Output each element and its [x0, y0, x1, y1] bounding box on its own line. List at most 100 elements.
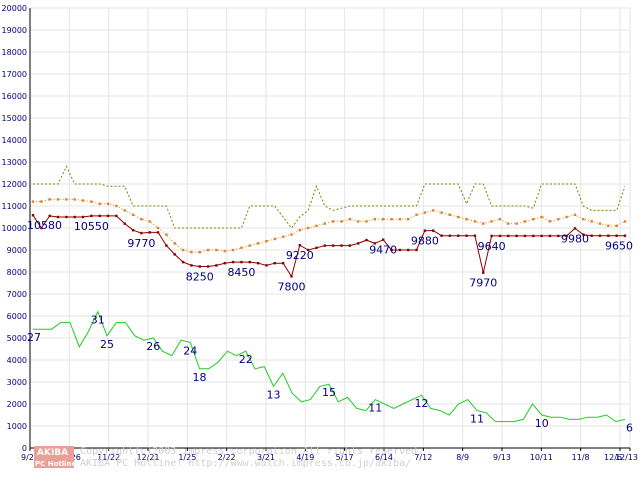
- x-tick-label: 9/13: [493, 453, 511, 462]
- logo-top-text: AKIBA: [37, 448, 68, 458]
- data-label: 25: [100, 338, 114, 351]
- series-0-point: [31, 214, 35, 217]
- series-0-point: [598, 234, 602, 237]
- data-label: 24: [183, 344, 197, 357]
- series-0-point: [298, 243, 302, 247]
- series-0-point: [532, 234, 535, 238]
- x-tick-label: 6/14: [375, 453, 393, 462]
- series-1-point: [315, 224, 318, 227]
- series-0-point: [273, 262, 277, 265]
- series-1-point: [73, 198, 76, 201]
- series-1-point: [548, 220, 552, 223]
- series-0-point: [615, 234, 618, 237]
- y-tick-label: 11000: [2, 202, 27, 211]
- series-0-point: [440, 234, 443, 237]
- series-0-point: [256, 262, 260, 265]
- series-1-point: [465, 218, 468, 221]
- x-tick-label: 1/25: [178, 453, 196, 462]
- data-label: 7970: [469, 277, 497, 290]
- series-1-point: [515, 222, 518, 225]
- series-0-point: [407, 248, 410, 252]
- series-1-point: [248, 244, 251, 247]
- series-1-point: [31, 200, 35, 203]
- series-0-point: [215, 264, 218, 267]
- series-0-point: [582, 233, 585, 236]
- series-0-point: [373, 242, 377, 245]
- series-1-point: [523, 220, 527, 223]
- series-line-0: [32, 214, 625, 278]
- series-1-point: [215, 248, 218, 252]
- series-0-point: [473, 234, 477, 237]
- data-label: 9640: [478, 240, 506, 253]
- series-1-point: [131, 213, 135, 216]
- series-0-point: [90, 214, 93, 218]
- y-tick-label: 13000: [2, 158, 27, 167]
- series-0-point: [540, 234, 543, 238]
- series-0-point: [607, 234, 610, 237]
- data-label: 9650: [605, 240, 633, 253]
- series-1-point: [557, 218, 560, 221]
- series-1-point: [407, 218, 410, 221]
- axes: [29, 8, 631, 451]
- series-0-point: [173, 253, 176, 256]
- series-1-point: [348, 218, 352, 221]
- y-tick-label: 3000: [7, 378, 27, 387]
- y-tick-label: 17000: [2, 70, 27, 79]
- series-0-point: [98, 214, 101, 218]
- series-1-point: [115, 204, 118, 208]
- series-line-2: [33, 165, 626, 229]
- series-0-point: [365, 238, 368, 242]
- y-tick-label: 19000: [2, 26, 27, 35]
- x-tick-label: 12/21: [136, 453, 159, 462]
- series-0-point: [123, 222, 126, 225]
- x-tick-label: 2/22: [218, 453, 236, 462]
- series-1-point: [140, 218, 143, 221]
- series-1-point: [106, 202, 110, 205]
- site-logo: [34, 446, 74, 468]
- series-0-point: [190, 264, 193, 267]
- series-1-point: [231, 248, 235, 252]
- series-0-point: [140, 231, 143, 235]
- series-1-point: [507, 222, 510, 225]
- series-0-point: [240, 260, 243, 264]
- series-0-point: [306, 248, 310, 252]
- series-0-point: [81, 215, 85, 219]
- series-1-point: [48, 198, 51, 201]
- y-tick-label: 6000: [7, 312, 27, 321]
- data-label: 7800: [277, 280, 305, 293]
- data-label: 12: [415, 397, 429, 410]
- y-tick-label: 2000: [7, 400, 27, 409]
- data-labels: 10580 10550 9770 8250 8450 7800 9220 9470 9880 79…: [27, 219, 633, 434]
- series-1-point: [415, 213, 418, 216]
- series-1-point: [240, 246, 243, 249]
- series-1-point: [331, 220, 335, 223]
- series-line-1: [33, 198, 626, 253]
- series-line-3: [33, 310, 626, 423]
- data-label: 9880: [411, 235, 439, 248]
- series-1-point: [90, 200, 93, 203]
- y-tick-label: 15000: [2, 114, 27, 123]
- y-tick-label: 9000: [7, 246, 27, 255]
- series-0-point: [73, 215, 76, 219]
- series-0-point: [490, 234, 493, 238]
- series-1-point: [573, 213, 577, 216]
- y-tick-label: 4000: [7, 356, 27, 365]
- series-0-point: [465, 234, 468, 237]
- x-tick-label: 12/13: [615, 453, 638, 462]
- x-tick-label: 8/9: [456, 453, 469, 462]
- y-tick-label: 7000: [7, 290, 27, 299]
- series-1-point: [398, 218, 402, 221]
- series-0-point: [290, 275, 293, 278]
- data-label: 22: [239, 353, 253, 366]
- series-0-point: [315, 246, 318, 249]
- series-1-point: [298, 229, 302, 232]
- series-0-point: [340, 244, 343, 247]
- x-tick-label: 9/28: [21, 453, 39, 462]
- logo-bottom-text: PC Hotline!: [35, 460, 79, 468]
- series-0-point: [231, 260, 235, 264]
- series-0-point: [65, 215, 68, 219]
- series-1-point: [123, 209, 126, 212]
- data-label: 15: [322, 386, 336, 399]
- data-label: 6: [626, 421, 633, 434]
- series-1-point: [607, 224, 610, 227]
